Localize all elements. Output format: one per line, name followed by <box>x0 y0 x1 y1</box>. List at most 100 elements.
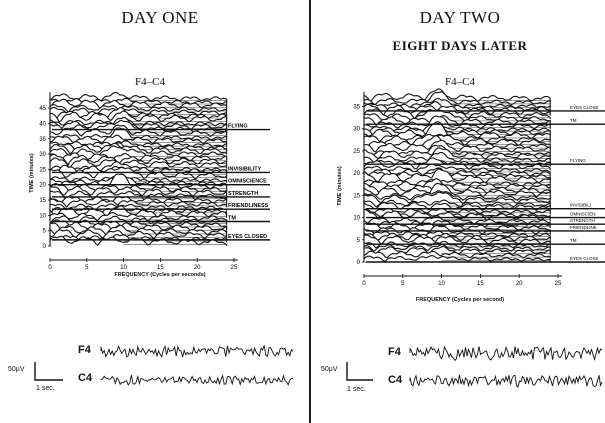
right-y-tick-label: 30 <box>353 127 360 133</box>
right-spectrum-fill <box>364 192 551 205</box>
left-y-tick-label: 15 <box>39 198 46 204</box>
right-condition-label: EYES CLOSE <box>570 256 599 261</box>
right-condition-label: TM <box>570 118 577 123</box>
right-spectrum-fill <box>364 91 551 106</box>
right-spectrum-trace <box>363 115 551 126</box>
right-condition-label: EYES CLOSE <box>570 105 599 110</box>
left-condition-label: FRIENDLINESS <box>228 203 269 209</box>
right-condition-label: STRENGTH <box>570 218 595 223</box>
right-x-tick-label: 5 <box>401 281 405 287</box>
left-x-tick-label: 0 <box>48 265 52 271</box>
right-spectrum-trace <box>363 199 551 208</box>
right-spectrum-fill <box>364 134 551 147</box>
right-spectrum-fill <box>364 169 551 184</box>
left-spectrum-trace <box>49 110 228 124</box>
left-title: DAY ONE <box>121 8 199 27</box>
left-x-tick-label: 10 <box>120 265 127 271</box>
left-eeg-f4-trace <box>100 345 294 358</box>
right-spectrum-trace <box>363 151 551 164</box>
left-scale-voltage: 50μV <box>8 366 25 373</box>
left-y-tick-label: 25 <box>39 167 46 173</box>
right-spectrum-fill <box>364 140 551 154</box>
right-spectrum-trace <box>363 250 551 259</box>
left-spectrum-fill <box>50 120 227 134</box>
left-spectrum-fill <box>50 173 227 190</box>
left-spectrum-fill <box>50 125 227 138</box>
right-y-tick-label: 0 <box>357 260 361 266</box>
right-spectrum-fill <box>364 251 551 259</box>
left-spectrum-trace <box>49 229 228 240</box>
left-spectrum-trace <box>49 104 228 114</box>
right-spectrum-fill <box>364 223 551 232</box>
left-spectrum-fill <box>50 111 227 124</box>
right-spectrum-fill <box>364 178 551 191</box>
right-spectrum-trace <box>363 244 551 253</box>
left-x-tick-label: 25 <box>231 265 238 271</box>
left-spectrum-trace <box>49 142 228 155</box>
center-divider <box>309 0 311 423</box>
right-eeg-f4-label: F4 <box>388 346 401 358</box>
left-spectrum-fill <box>50 167 227 180</box>
left-spectrum-fill <box>50 199 227 208</box>
left-x-tick-label: 5 <box>85 265 89 271</box>
right-spectrum-trace <box>363 232 551 242</box>
right-y-tick-label: 5 <box>357 238 361 244</box>
right-spectrum-fill <box>364 145 551 157</box>
left-spectrum-trace <box>49 212 228 222</box>
right-y-tick-label: 25 <box>353 149 360 155</box>
left-x-tick-label: 20 <box>194 265 201 271</box>
left-condition-label: EYES CLOSED <box>228 234 267 240</box>
right-eeg-c4-trace <box>409 374 603 388</box>
right-x-tick-label: 10 <box>438 281 445 287</box>
right-y-tick-label: 35 <box>353 104 360 110</box>
right-spectrum-fill <box>364 123 551 140</box>
right-y-tick-label: 20 <box>353 171 360 177</box>
right-scale-bar <box>346 362 373 381</box>
left-spectrum-trace <box>49 221 228 233</box>
left-spectrum-trace <box>49 124 228 138</box>
left-condition-label: STRENGTH <box>228 191 258 197</box>
right-condition-label: INVISIBILI <box>570 203 591 208</box>
left-spectrum-fill <box>50 173 227 187</box>
left-spectrum-fill <box>50 117 227 131</box>
right-y-axis-label: TIME (minutes) <box>337 166 343 206</box>
left-condition-label: TM <box>228 215 236 221</box>
right-spectrum-trace <box>363 147 551 160</box>
right-spectrum-trace <box>363 191 551 205</box>
left-spectrum-trace <box>49 198 228 208</box>
left-y-tick-label: 30 <box>39 152 46 158</box>
right-electrode-label: F4–C4 <box>445 76 475 88</box>
left-spectrum-fill <box>50 127 227 141</box>
right-eeg-f4-trace <box>409 345 603 362</box>
right-spectrum-trace <box>363 88 551 103</box>
right-spectrum-fill <box>364 246 551 256</box>
right-eeg-c4-label: C4 <box>388 374 403 386</box>
left-spectrum-fill <box>50 92 227 102</box>
right-y-tick-label: 10 <box>353 216 360 222</box>
right-subtitle: EIGHT DAYS LATER <box>392 38 528 53</box>
left-y-tick-label: 10 <box>39 213 46 219</box>
left-scale-time: 1 sec. <box>36 385 55 392</box>
left-spectrum-trace <box>49 224 228 236</box>
left-y-tick-label: 35 <box>39 137 46 143</box>
right-condition-label: FLYING <box>570 158 586 163</box>
right-title: DAY TWO <box>419 8 501 27</box>
left-spectrum-trace <box>49 166 228 180</box>
right-spectrum-trace <box>363 234 551 246</box>
left-condition-label: OMNISCIENCE <box>228 179 267 185</box>
right-x-tick-label: 20 <box>516 281 523 287</box>
left-x-tick-label: 15 <box>157 265 164 271</box>
right-spectrum-trace <box>363 108 551 120</box>
left-spectrum-fill <box>50 216 227 225</box>
right-spectrum-fill <box>364 109 551 123</box>
left-y-tick-label: 45 <box>39 106 46 112</box>
right-x-tick-label: 15 <box>477 281 484 287</box>
left-y-tick-label: 40 <box>39 121 46 127</box>
right-condition-label: TM <box>570 238 577 243</box>
left-spectrum-trace <box>49 185 228 197</box>
right-x-tick-label: 25 <box>555 281 562 287</box>
left-y-axis-label: TIME (minutes) <box>29 153 35 193</box>
left-spectrum-fill <box>50 205 227 218</box>
left-spectrum-trace <box>49 205 228 218</box>
